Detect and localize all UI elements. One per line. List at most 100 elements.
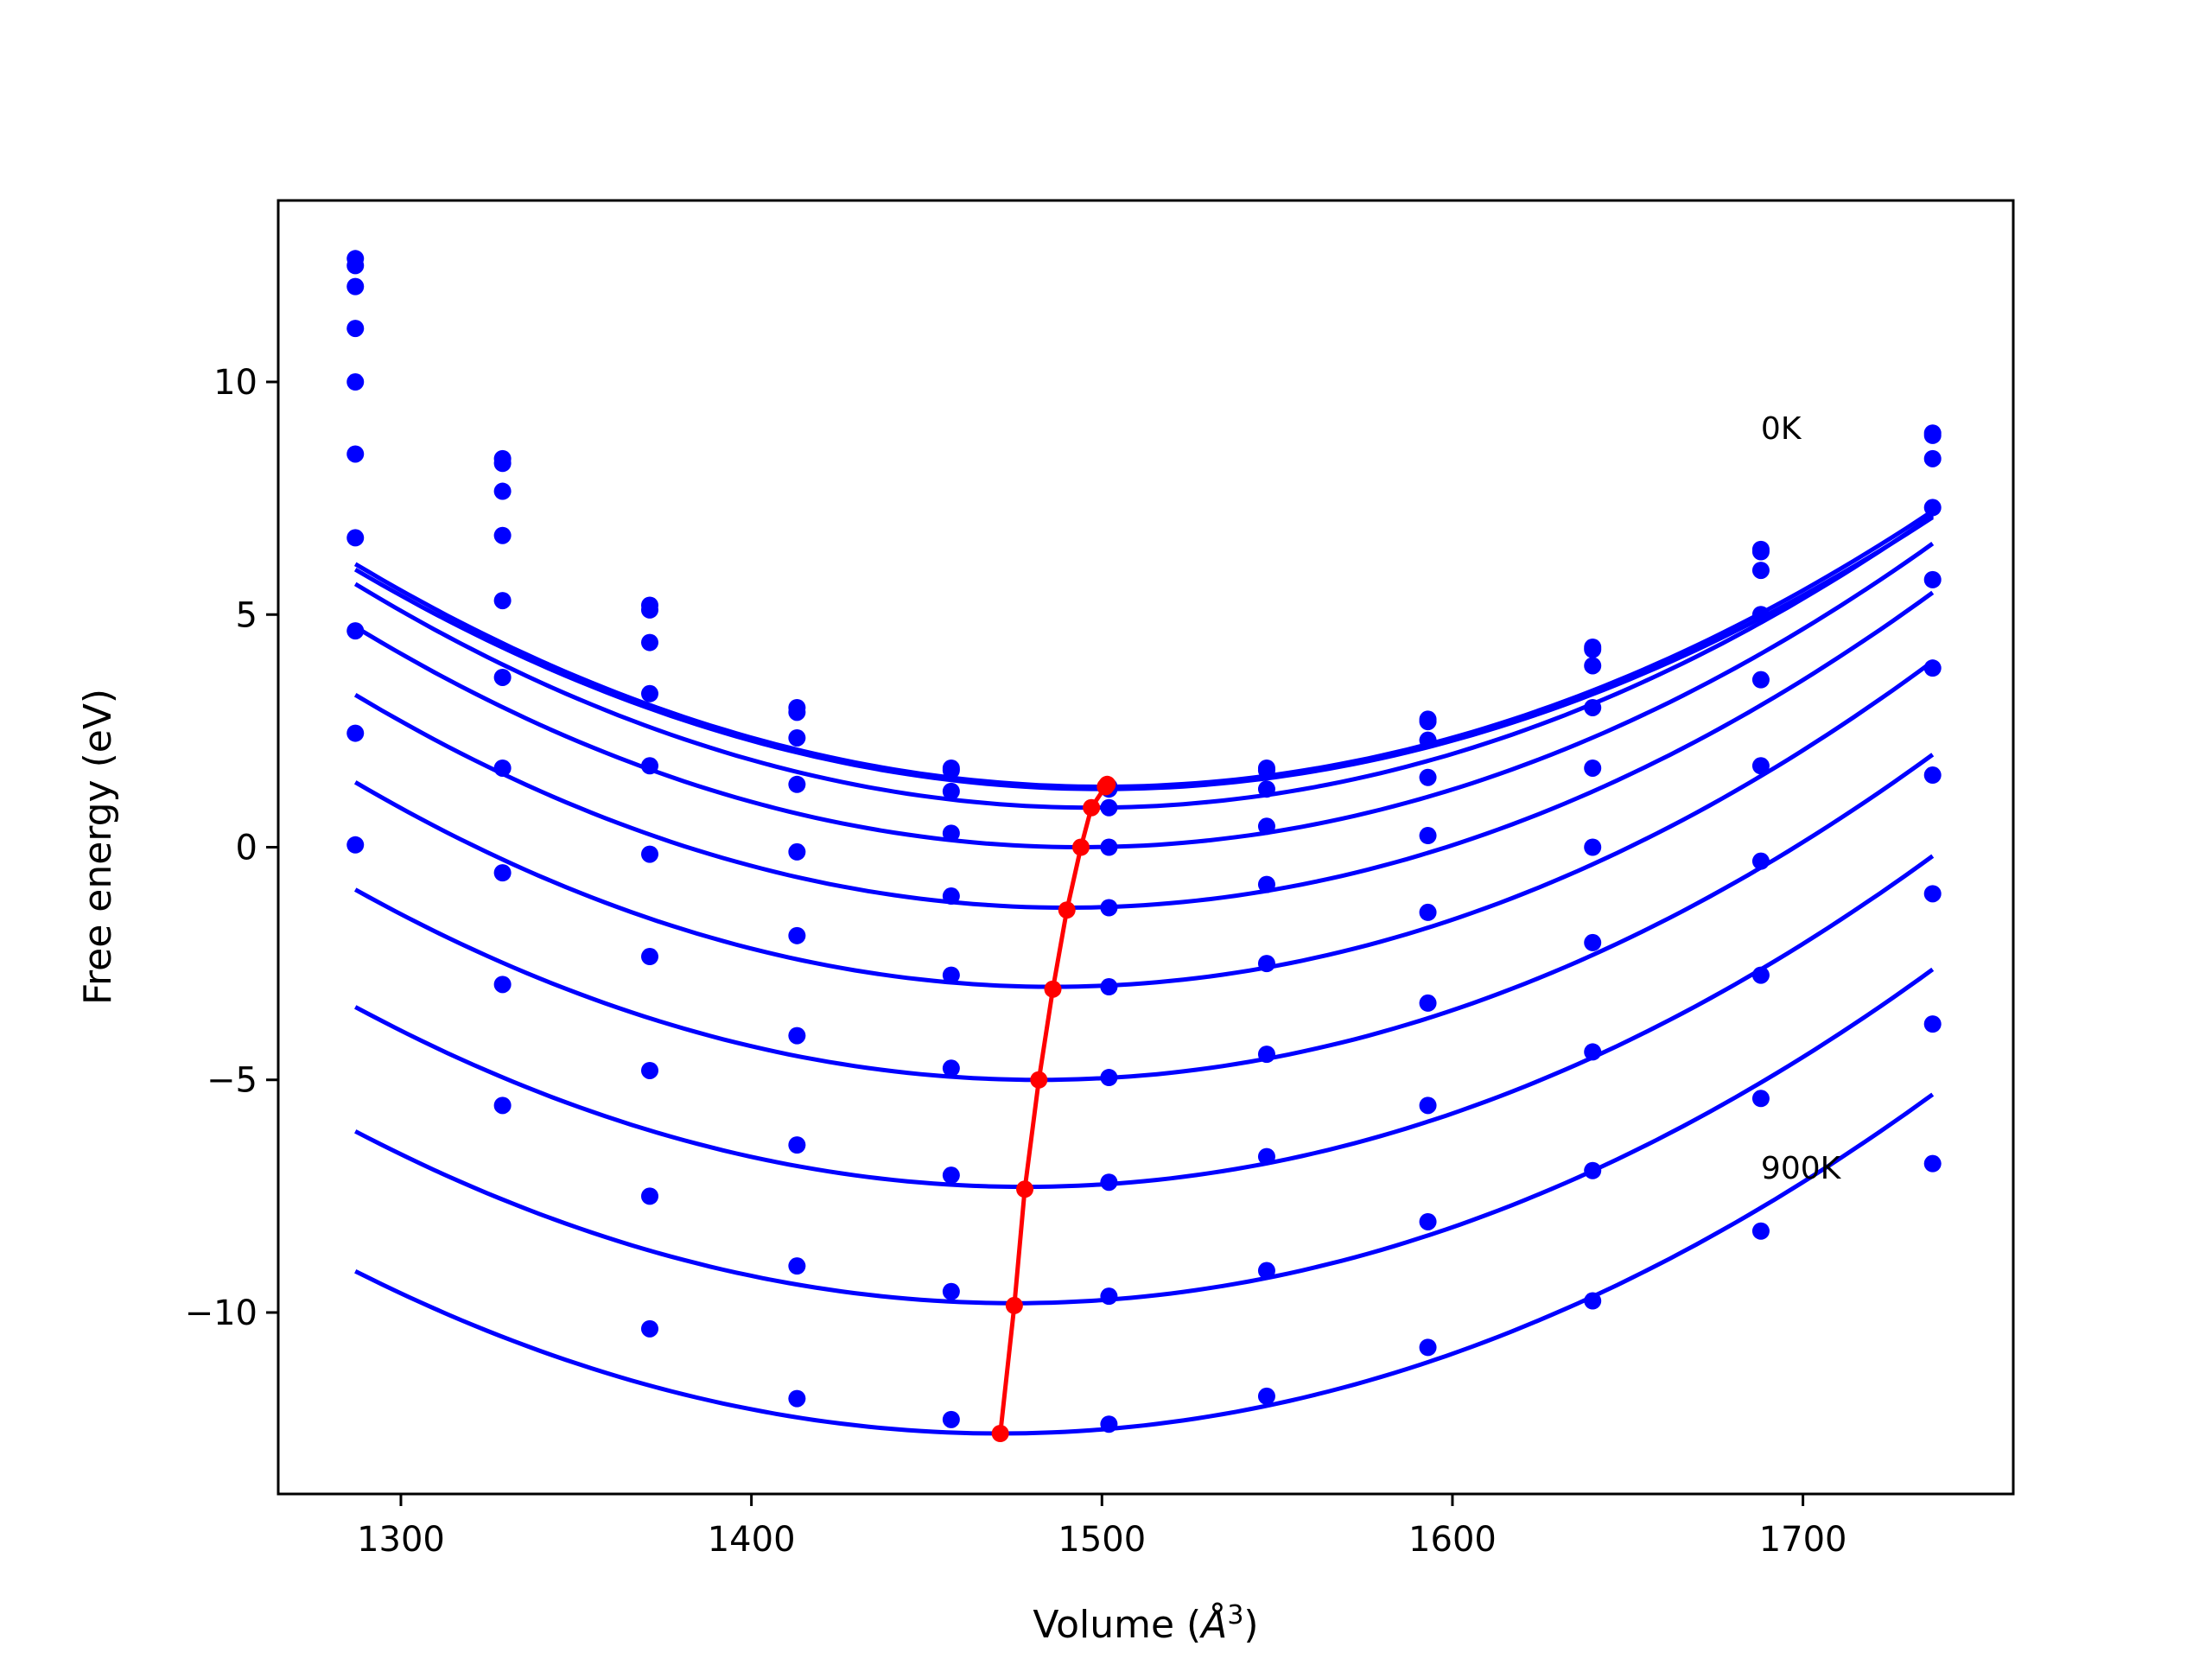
data-point-s7-1 [346,529,365,547]
data-point-s7-4 [788,1027,806,1045]
data-point-s7-6 [1100,1069,1118,1087]
data-point-s10-7 [1257,1387,1275,1405]
data-point-s2-3 [640,601,658,619]
data-point-s9-9 [1584,1161,1602,1179]
data-point-s6-5 [942,966,960,984]
x-tick-label: 1500 [1058,1520,1146,1560]
data-point-s10-5 [942,1410,960,1428]
data-point-s9-11 [1923,1015,1942,1033]
data-point-s2-11 [1923,426,1942,444]
x-tick-label: 1700 [1759,1520,1847,1560]
data-point-s8-11 [1923,885,1942,903]
fit-curve-5 [353,590,1935,911]
x-tick-label: 1600 [1408,1520,1497,1560]
data-point-s5-1 [346,373,365,391]
data-point-s7-5 [942,1059,960,1077]
x-axis-title: Volume (Å3) [1033,1600,1258,1647]
data-point-s3-11 [1923,449,1942,467]
minimum-point-6 [1044,980,1062,998]
data-point-s9-10 [1751,1090,1770,1108]
data-point-s3-5 [942,782,960,800]
data-point-s8-9 [1584,1043,1602,1061]
y-tick-label: 10 [213,363,257,403]
minimum-point-8 [1016,1180,1034,1198]
data-point-s3-10 [1751,562,1770,580]
data-point-s6-11 [1923,659,1942,677]
data-point-s2-9 [1584,640,1602,658]
data-point-s10-11 [1923,1154,1942,1173]
data-point-s5-3 [640,757,658,775]
data-point-s5-10 [1751,671,1770,689]
fit-curve-2 [353,515,1935,791]
data-point-s6-3 [640,845,658,863]
data-point-s7-2 [493,759,512,777]
data-point-s10-3 [640,1319,658,1338]
y-axis-title: Free energy (eV) [76,689,120,1005]
minimum-point-10 [991,1424,1009,1442]
data-point-s9-6 [1100,1287,1118,1306]
y-tick-label: −10 [185,1294,257,1333]
fit-curve-1 [353,509,1935,790]
minimum-point-7 [1030,1071,1048,1089]
minimum-point-9 [1005,1296,1023,1314]
data-point-s6-8 [1419,903,1437,921]
fit-curve-7 [353,753,1935,1083]
data-point-s4-8 [1419,768,1437,786]
data-point-s3-7 [1257,780,1275,798]
data-point-s4-11 [1923,499,1942,517]
fit-curve-4 [353,542,1935,850]
data-point-s10-6 [1100,1415,1118,1433]
x-tick-label: 1400 [708,1520,796,1560]
fit-curve-10 [354,1092,1935,1436]
data-point-s2-10 [1751,543,1770,561]
data-point-s7-11 [1923,766,1942,785]
data-point-s3-9 [1584,657,1602,675]
data-point-s5-9 [1584,759,1602,777]
data-point-s8-3 [640,1061,658,1079]
data-point-s9-2 [493,976,512,994]
x-tick-label: 1300 [357,1520,445,1560]
y-axis: 10 5 0 −5 −10 [185,363,278,1333]
data-point-s10-2 [493,1096,512,1115]
data-point-s2-5 [942,761,960,779]
fit-curve-8 [354,854,1935,1190]
data-point-s2-8 [1419,713,1437,731]
data-point-s3-3 [640,633,658,652]
fit-curve-9 [354,967,1935,1306]
data-point-s6-9 [1584,838,1602,856]
fit-curve-3 [353,513,1935,810]
data-point-s9-3 [640,1187,658,1205]
data-point-s6-10 [1751,757,1770,775]
data-point-s5-11 [1923,570,1942,588]
x-axis: 1300 1400 1500 1600 1700 [357,1494,1847,1560]
fit-curve-6 [353,659,1935,989]
data-point-s8-4 [788,1136,806,1154]
data-point-s8-8 [1419,1096,1437,1115]
minimum-point-2 [1096,778,1115,796]
data-point-s8-10 [1751,966,1770,984]
data-point-s7-8 [1419,994,1437,1012]
data-point-s4-3 [640,684,658,702]
data-point-s5-8 [1419,827,1437,845]
data-point-s2-7 [1257,761,1275,779]
data-point-s3-1 [346,277,365,296]
data-point-s3-4 [788,728,806,747]
minimum-point-5 [1058,901,1076,919]
data-point-s8-1 [346,622,365,640]
annotations: 0K 900K [1761,411,1842,1186]
data-point-s8-2 [493,864,512,882]
annotation-label: 900K [1761,1151,1842,1186]
data-point-s4-2 [493,526,512,544]
data-point-s6-2 [493,668,512,686]
y-tick-label: 0 [236,829,257,868]
data-point-s10-4 [788,1389,806,1408]
data-point-s7-9 [1584,933,1602,951]
data-point-s4-7 [1257,817,1275,836]
data-point-s10-8 [1419,1338,1437,1357]
data-point-s9-4 [788,1257,806,1275]
annotation-label: 0K [1761,411,1802,447]
data-point-s5-7 [1257,875,1275,893]
data-point-s7-7 [1257,1046,1275,1064]
